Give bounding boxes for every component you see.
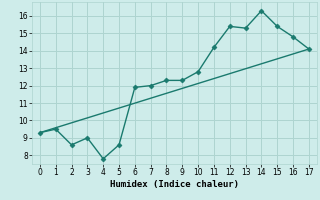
X-axis label: Humidex (Indice chaleur): Humidex (Indice chaleur)	[110, 180, 239, 189]
